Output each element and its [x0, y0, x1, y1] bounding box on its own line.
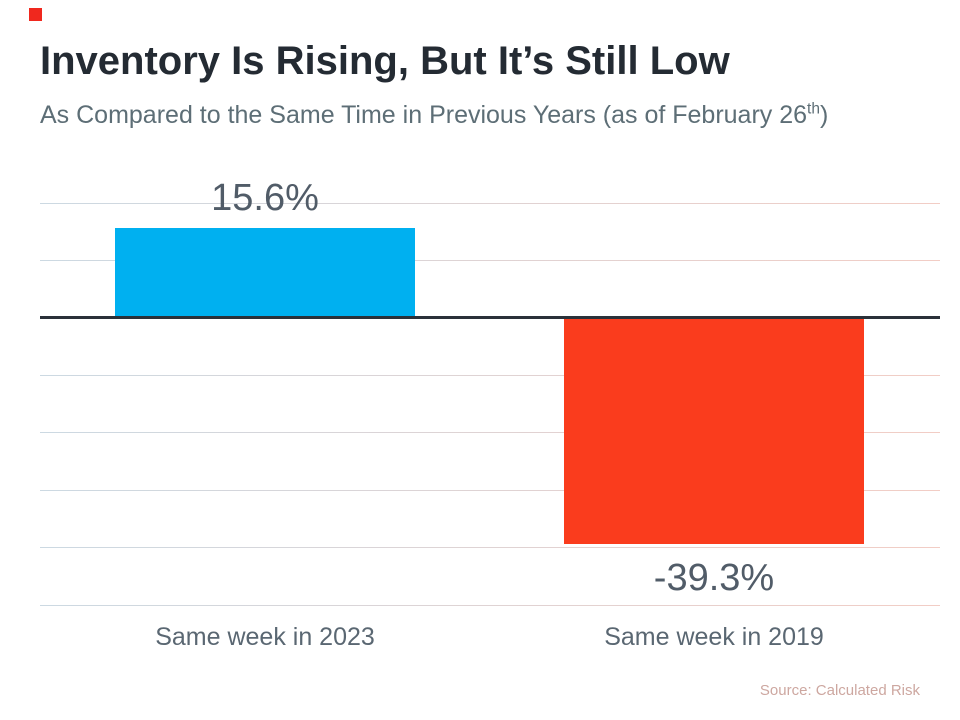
gridline	[40, 259, 940, 261]
gridline	[40, 432, 940, 434]
bar-chart: 15.6% Same week in 2023 -39.3% Same week in…	[40, 177, 940, 651]
source-credit: Source: Calculated Risk	[759, 682, 920, 699]
brand-mark-square	[29, 8, 42, 21]
chart-subtitle-superscript: th	[807, 100, 820, 118]
chart-subtitle-text: As Compared to the Same Time in Previous…	[40, 101, 808, 129]
gridline	[40, 374, 940, 376]
gridline	[40, 604, 940, 606]
bar-2023	[115, 228, 415, 318]
gridline	[40, 547, 940, 549]
category-label-2019: Same week in 2019	[604, 623, 824, 651]
bar-2019	[564, 317, 864, 544]
category-label-2023: Same week in 2023	[155, 623, 375, 651]
chart-title: Inventory Is Rising, But It’s Still Low	[40, 39, 730, 83]
gridline	[40, 202, 940, 204]
chart-subtitle-close-paren: )	[819, 101, 829, 129]
value-label-2023: 15.6%	[211, 177, 319, 220]
value-label-2019: -39.3%	[653, 556, 775, 599]
gridline	[40, 489, 940, 491]
chart-subtitle: As Compared to the Same Time in Previous…	[40, 101, 940, 130]
zero-baseline-axis	[40, 316, 940, 320]
